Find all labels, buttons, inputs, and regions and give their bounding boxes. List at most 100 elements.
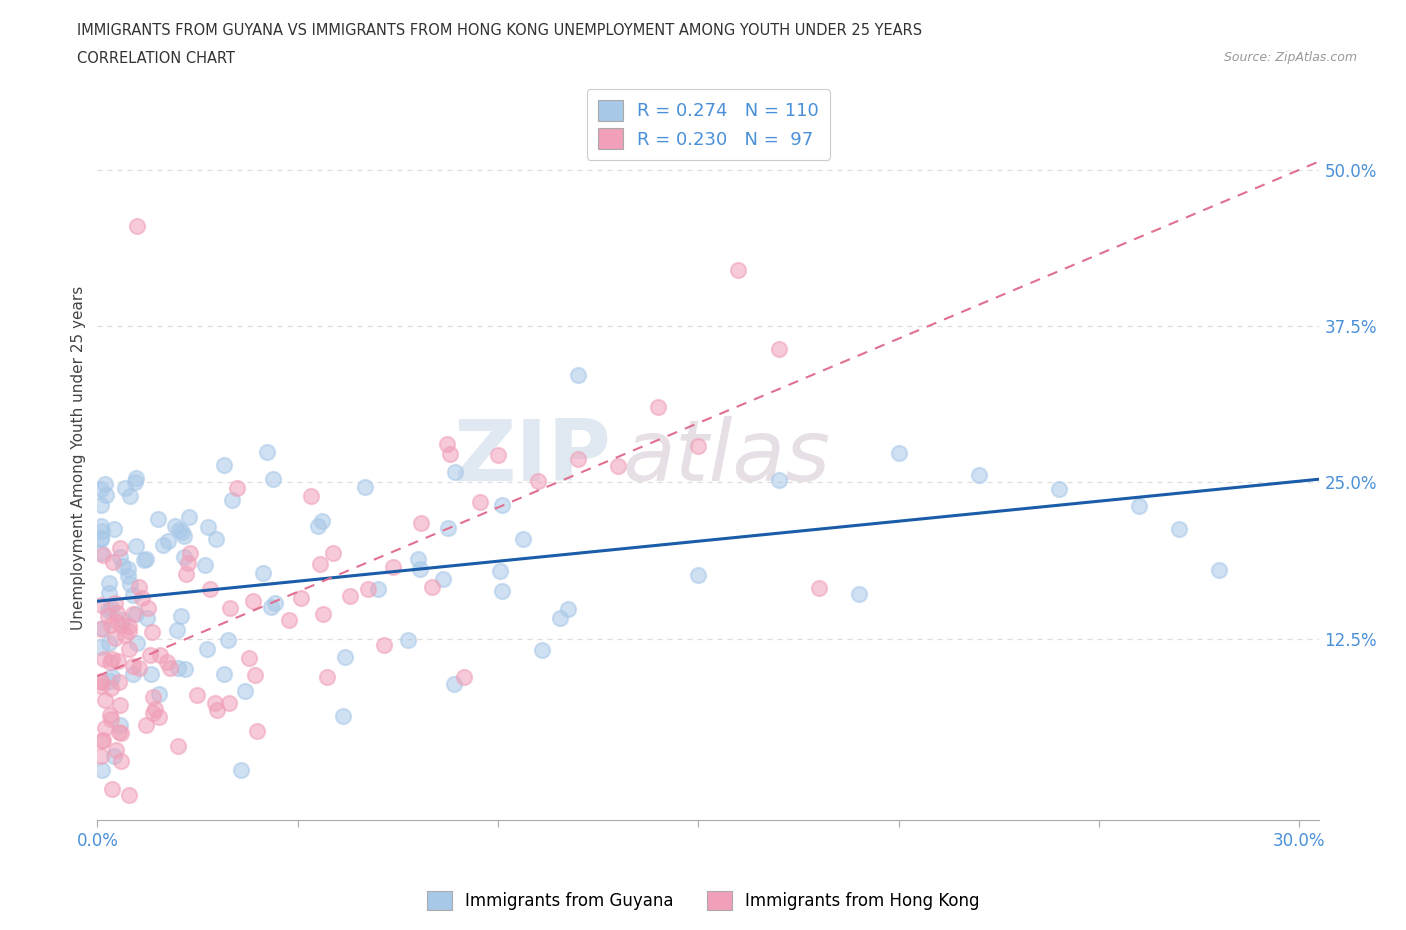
Point xyxy=(173,528,195,543)
Point xyxy=(396,632,419,647)
Legend: Immigrants from Guyana, Immigrants from Hong Kong: Immigrants from Guyana, Immigrants from … xyxy=(420,884,986,917)
Point xyxy=(118,788,141,803)
Text: IMMIGRANTS FROM GUYANA VS IMMIGRANTS FROM HONG KONG UNEMPLOYMENT AMONG YOUTH UND: IMMIGRANTS FROM GUYANA VS IMMIGRANTS FRO… xyxy=(77,23,922,38)
Point xyxy=(101,670,124,684)
Point xyxy=(489,564,512,578)
Point xyxy=(156,534,179,549)
Point xyxy=(807,580,830,595)
Point xyxy=(214,666,236,681)
Point xyxy=(122,607,145,622)
Point xyxy=(357,581,380,596)
Point xyxy=(768,342,790,357)
Point xyxy=(218,696,240,711)
Point xyxy=(290,591,312,605)
Point xyxy=(548,610,571,625)
Point xyxy=(1128,498,1150,513)
Point xyxy=(198,581,221,596)
Point xyxy=(848,587,870,602)
Point xyxy=(100,681,122,696)
Point xyxy=(768,472,790,487)
Point xyxy=(491,498,513,512)
Point xyxy=(139,666,162,681)
Point xyxy=(245,667,267,682)
Point xyxy=(179,546,201,561)
Point xyxy=(91,763,114,777)
Point xyxy=(135,718,157,733)
Point xyxy=(316,669,339,684)
Point xyxy=(166,622,188,637)
Point xyxy=(312,607,335,622)
Point xyxy=(91,524,114,538)
Point xyxy=(205,532,228,547)
Point xyxy=(100,618,122,632)
Point xyxy=(152,538,174,552)
Point xyxy=(146,512,169,526)
Point xyxy=(437,520,460,535)
Text: CORRELATION CHART: CORRELATION CHART xyxy=(77,51,235,66)
Point xyxy=(367,581,389,596)
Point xyxy=(104,631,127,645)
Point xyxy=(117,623,139,638)
Point xyxy=(332,708,354,723)
Point xyxy=(688,438,710,453)
Point xyxy=(214,458,236,472)
Point xyxy=(98,575,121,590)
Point xyxy=(101,781,124,796)
Point xyxy=(97,635,120,650)
Point xyxy=(114,481,136,496)
Point xyxy=(409,562,432,577)
Point xyxy=(688,567,710,582)
Text: ZIP: ZIP xyxy=(453,416,610,498)
Point xyxy=(159,660,181,675)
Point xyxy=(252,565,274,580)
Point xyxy=(145,702,167,717)
Point xyxy=(176,556,198,571)
Point xyxy=(141,625,163,640)
Point xyxy=(512,531,534,546)
Point xyxy=(90,673,112,688)
Point xyxy=(443,676,465,691)
Point xyxy=(322,546,344,561)
Point xyxy=(432,571,454,586)
Point xyxy=(163,519,186,534)
Point xyxy=(90,597,112,612)
Point xyxy=(98,655,121,670)
Point xyxy=(204,696,226,711)
Point xyxy=(94,693,117,708)
Point xyxy=(96,487,118,502)
Point xyxy=(122,588,145,603)
Point xyxy=(108,698,131,712)
Point xyxy=(197,642,219,657)
Point xyxy=(439,447,461,462)
Point xyxy=(256,445,278,459)
Point xyxy=(93,652,115,667)
Point xyxy=(607,458,630,473)
Point xyxy=(98,674,121,689)
Point xyxy=(108,674,131,689)
Point xyxy=(90,639,112,654)
Text: Source: ZipAtlas.com: Source: ZipAtlas.com xyxy=(1223,51,1357,64)
Point xyxy=(90,679,112,694)
Y-axis label: Unemployment Among Youth under 25 years: Unemployment Among Youth under 25 years xyxy=(72,286,86,630)
Point xyxy=(90,532,112,547)
Point xyxy=(409,515,432,530)
Point xyxy=(104,595,127,610)
Point xyxy=(90,749,112,764)
Point xyxy=(887,445,910,460)
Point xyxy=(311,513,333,528)
Point xyxy=(108,724,131,739)
Point xyxy=(339,589,361,604)
Point xyxy=(117,568,139,583)
Point xyxy=(173,661,195,676)
Point xyxy=(94,476,117,491)
Point xyxy=(309,557,332,572)
Point xyxy=(91,620,114,635)
Point xyxy=(217,632,239,647)
Point xyxy=(229,763,252,777)
Point xyxy=(1047,482,1070,497)
Point xyxy=(444,465,467,480)
Point xyxy=(90,622,112,637)
Point xyxy=(135,551,157,566)
Point xyxy=(127,219,149,233)
Point xyxy=(125,607,148,622)
